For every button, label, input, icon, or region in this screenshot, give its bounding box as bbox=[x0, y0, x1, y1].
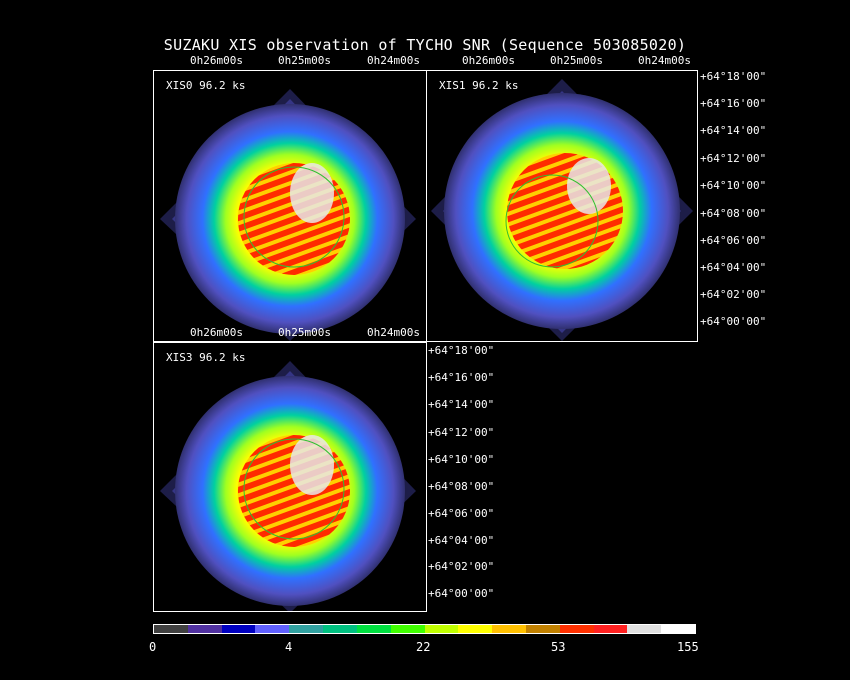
dec-tick-right-6: +64°08'00" bbox=[700, 207, 767, 220]
colorbar-segment-3 bbox=[255, 625, 290, 633]
xis1-image-panel: XIS1 96.2 ks bbox=[426, 70, 698, 342]
dec-tick-right-4: +64°12'00" bbox=[700, 152, 767, 165]
xis0-image bbox=[159, 88, 417, 341]
colorbar-label-155: 155 bbox=[677, 640, 699, 654]
colorbar-segment-9 bbox=[458, 625, 493, 633]
colorbar-label-0: 0 bbox=[149, 640, 157, 654]
xis3-image-panel: XIS3 96.2 ks bbox=[153, 342, 427, 612]
figure-title: SUZAKU XIS observation of TYCHO SNR (Seq… bbox=[163, 36, 687, 54]
dec-tick-bottom-3: +64°14'00" bbox=[428, 398, 495, 411]
dec-tick-right-7: +64°06'00" bbox=[700, 234, 767, 247]
ra-tick-bottom-1: 0h26m00s bbox=[190, 326, 243, 339]
colorbar-segment-6 bbox=[356, 625, 391, 633]
colorbar-segment-0 bbox=[154, 625, 188, 633]
dec-tick-right-10: +64°00'00" bbox=[700, 315, 767, 328]
colorbar-segment-11 bbox=[525, 625, 560, 633]
colorbar-label-4: 4 bbox=[285, 640, 293, 654]
colorbar-segment-7 bbox=[390, 625, 425, 633]
dec-tick-bottom-6: +64°08'00" bbox=[428, 480, 495, 493]
colorbar-segment-10 bbox=[492, 625, 526, 633]
colorbar bbox=[153, 624, 696, 634]
ra-tick-top-right-2: 0h25m00s bbox=[550, 54, 603, 67]
colorbar-segment-5 bbox=[323, 625, 357, 633]
ra-tick-top-left-3: 0h24m00s bbox=[367, 54, 420, 67]
colorbar-segment-12 bbox=[559, 625, 594, 633]
xis3-label: XIS3 96.2 ks bbox=[166, 351, 246, 364]
dec-tick-right-8: +64°04'00" bbox=[700, 261, 767, 274]
dec-tick-bottom-2: +64°16'00" bbox=[428, 371, 495, 384]
dec-tick-right-2: +64°16'00" bbox=[700, 97, 767, 110]
colorbar-segment-15 bbox=[661, 625, 695, 633]
dec-tick-bottom-7: +64°06'00" bbox=[428, 507, 495, 520]
dec-tick-bottom-5: +64°10'00" bbox=[428, 453, 495, 466]
ra-tick-top-right-3: 0h24m00s bbox=[638, 54, 691, 67]
dec-tick-right-1: +64°18'00" bbox=[700, 70, 767, 83]
ra-tick-top-left-1: 0h26m00s bbox=[190, 54, 243, 67]
colorbar-segment-8 bbox=[424, 625, 459, 633]
dec-tick-bottom-4: +64°12'00" bbox=[428, 426, 495, 439]
ra-tick-top-right-1: 0h26m00s bbox=[462, 54, 515, 67]
colorbar-label-22: 22 bbox=[416, 640, 431, 654]
dec-tick-right-3: +64°14'00" bbox=[700, 124, 767, 137]
xis3-image bbox=[159, 360, 417, 611]
ra-tick-top-left-2: 0h25m00s bbox=[278, 54, 331, 67]
xis0-image-panel: XIS0 96.2 ks bbox=[153, 70, 427, 342]
colorbar-segment-13 bbox=[593, 625, 628, 633]
dec-tick-bottom-1: +64°18'00" bbox=[428, 344, 495, 357]
colorbar-segment-1 bbox=[187, 625, 222, 633]
dec-tick-right-9: +64°02'00" bbox=[700, 288, 767, 301]
xis0-label: XIS0 96.2 ks bbox=[166, 79, 246, 92]
dec-tick-bottom-9: +64°02'00" bbox=[428, 560, 495, 573]
colorbar-label-53: 53 bbox=[551, 640, 566, 654]
ra-tick-bottom-2: 0h25m00s bbox=[278, 326, 331, 339]
ra-tick-bottom-3: 0h24m00s bbox=[367, 326, 420, 339]
colorbar-segment-2 bbox=[221, 625, 256, 633]
dec-tick-right-5: +64°10'00" bbox=[700, 179, 767, 192]
xis1-image bbox=[430, 78, 694, 341]
dec-tick-bottom-8: +64°04'00" bbox=[428, 534, 495, 547]
colorbar-segment-14 bbox=[627, 625, 662, 633]
xis1-label: XIS1 96.2 ks bbox=[439, 79, 519, 92]
colorbar-segment-4 bbox=[289, 625, 324, 633]
dec-tick-bottom-10: +64°00'00" bbox=[428, 587, 495, 600]
